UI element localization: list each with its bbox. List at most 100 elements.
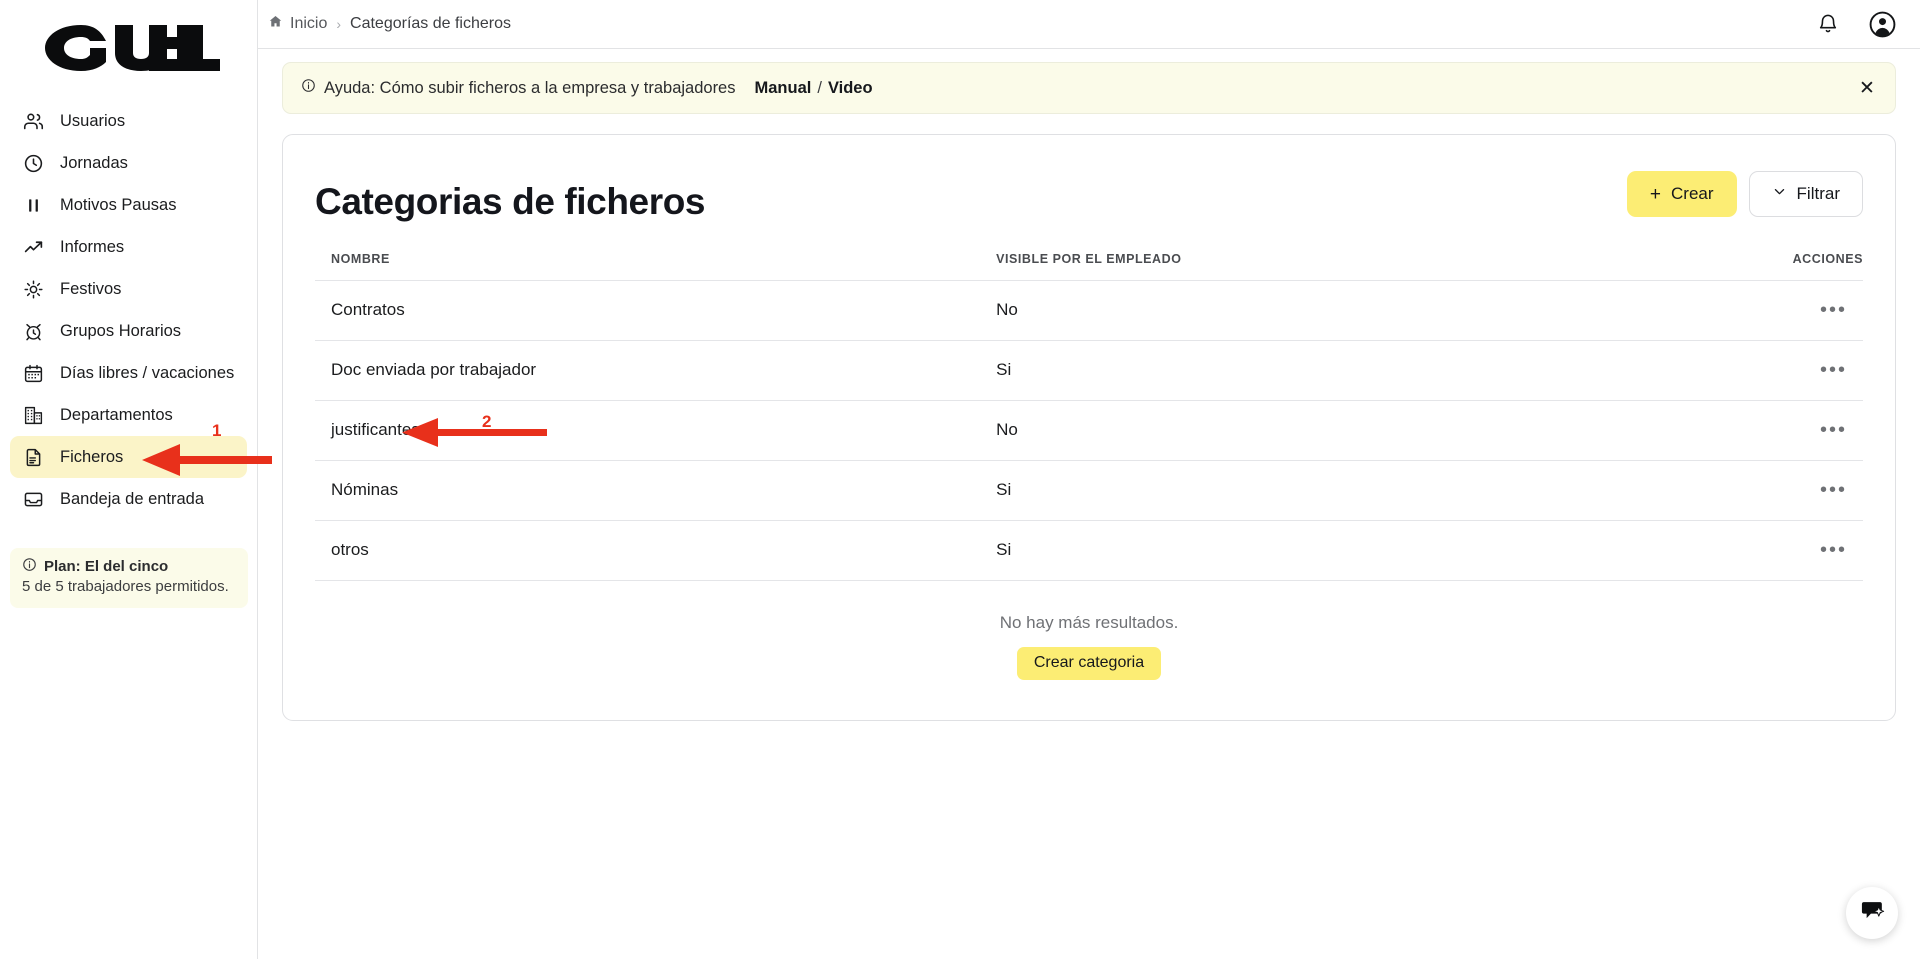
- help-link-manual[interactable]: Manual: [754, 78, 812, 97]
- table-row[interactable]: otros Si •••: [315, 520, 1863, 581]
- row-actions-menu-icon[interactable]: •••: [1819, 298, 1847, 321]
- calendar-icon: [22, 362, 44, 384]
- categories-card: Categorias de ficheros + Crear Filtrar: [282, 134, 1896, 721]
- breadcrumb-current: Categorías de ficheros: [350, 15, 512, 32]
- sidebar-item-label: Días libres / vacaciones: [60, 363, 235, 382]
- sidebar-item-informes[interactable]: Informes: [10, 226, 247, 268]
- info-circle-icon: [22, 557, 37, 576]
- sidebar-item-label: Motivos Pausas: [60, 195, 177, 214]
- table-footer: No hay más resultados. Crear categoria: [315, 581, 1863, 680]
- sidebar-item-jornadas[interactable]: Jornadas: [10, 142, 247, 184]
- brand-logo[interactable]: [0, 0, 257, 96]
- create-button[interactable]: + Crear: [1626, 171, 1737, 217]
- cell-acciones: •••: [1677, 460, 1863, 521]
- annotation-number-2: 2: [482, 412, 492, 431]
- help-banner-links: Manual / Video: [755, 79, 873, 98]
- create-category-button[interactable]: Crear categoria: [1016, 646, 1162, 680]
- sidebar: Usuarios Jornadas Motivos Pausas Informe…: [0, 0, 258, 959]
- sidebar-item-dias-libres-vacaciones[interactable]: Días libres / vacaciones: [10, 352, 247, 394]
- cell-nombre: Doc enviada por trabajador: [315, 340, 997, 401]
- sidebar-item-label: Grupos Horarios: [60, 321, 182, 340]
- help-banner-text-row: Ayuda: Cómo subir ficheros a la empresa …: [301, 78, 873, 98]
- help-link-separator: /: [817, 78, 822, 97]
- table-row[interactable]: Doc enviada por trabajador Si •••: [315, 340, 1863, 401]
- categories-table: NOMBRE VISIBLE POR EL EMPLEADO ACCIONES …: [315, 251, 1863, 581]
- cell-visible: No: [996, 280, 1678, 341]
- users-icon: [22, 110, 44, 132]
- no-more-results-text: No hay más resultados.: [999, 612, 1179, 632]
- cell-visible: No: [996, 400, 1678, 461]
- chevron-right-icon: ›: [336, 16, 342, 32]
- pause-icon: [22, 194, 44, 216]
- sidebar-item-grupos-horarios[interactable]: Grupos Horarios: [10, 310, 247, 352]
- help-banner-label: Ayuda: Cómo subir ficheros a la empresa …: [324, 78, 736, 97]
- table-row-nominas[interactable]: Nóminas Si •••: [315, 460, 1863, 521]
- row-actions-menu-icon[interactable]: •••: [1819, 358, 1847, 381]
- chat-sparkle-icon: [1859, 897, 1886, 929]
- trending-up-icon: [22, 236, 44, 258]
- sidebar-item-departamentos[interactable]: Departamentos: [10, 394, 247, 436]
- topbar: Inicio › Categorías de ficheros: [258, 0, 1920, 49]
- column-header-nombre: NOMBRE: [315, 251, 997, 281]
- table-body: Contratos No ••• Doc enviada por trabaja…: [315, 280, 1863, 581]
- row-actions-menu-icon[interactable]: •••: [1819, 538, 1847, 561]
- annotation-number-1: 1: [212, 421, 222, 440]
- cell-nombre: justificantes: [315, 400, 997, 461]
- sidebar-item-usuarios[interactable]: Usuarios: [10, 100, 247, 142]
- plan-title-row: Plan: El del cinco: [22, 557, 236, 576]
- main-region: Inicio › Categorías de ficheros Ayuda: C: [258, 0, 1920, 959]
- bell-icon[interactable]: [1814, 10, 1842, 38]
- sidebar-item-label: Ficheros: [60, 447, 124, 466]
- close-icon[interactable]: ✕: [1859, 77, 1875, 99]
- cell-nombre: Nóminas: [315, 460, 997, 521]
- sidebar-item-label: Usuarios: [60, 111, 126, 130]
- help-banner: Ayuda: Cómo subir ficheros a la empresa …: [282, 62, 1896, 114]
- row-actions-menu-icon[interactable]: •••: [1819, 478, 1847, 501]
- sidebar-item-bandeja-de-entrada[interactable]: Bandeja de entrada: [10, 478, 247, 520]
- breadcrumb: Inicio › Categorías de ficheros: [268, 14, 511, 34]
- column-header-visible: VISIBLE POR EL EMPLEADO: [996, 251, 1678, 281]
- sun-icon: [22, 278, 44, 300]
- alarm-clock-icon: [22, 320, 44, 342]
- cell-visible: Si: [996, 460, 1678, 521]
- help-link-video[interactable]: Video: [827, 78, 873, 97]
- plan-title-text: Plan: El del cinco: [44, 558, 169, 575]
- user-avatar-icon[interactable]: [1868, 10, 1896, 38]
- table-row[interactable]: Contratos No •••: [315, 280, 1863, 341]
- sidebar-item-label: Departamentos: [60, 405, 173, 424]
- row-actions-menu-icon[interactable]: •••: [1819, 418, 1847, 441]
- sidebar-nav: Usuarios Jornadas Motivos Pausas Informe…: [0, 96, 257, 520]
- cell-visible: Si: [996, 520, 1678, 581]
- breadcrumb-home[interactable]: Inicio: [268, 14, 327, 34]
- plan-subtitle-text: 5 de 5 trabajadores permitidos.: [22, 578, 229, 595]
- chat-widget-button[interactable]: [1846, 887, 1898, 939]
- clock-icon: [22, 152, 44, 174]
- sidebar-item-ficheros[interactable]: Ficheros: [10, 436, 247, 478]
- breadcrumb-home-label: Inicio: [290, 15, 328, 32]
- info-circle-icon: [301, 78, 316, 98]
- plan-info-box: Plan: El del cinco 5 de 5 trabajadores p…: [10, 548, 248, 608]
- cell-acciones: •••: [1677, 400, 1863, 461]
- sidebar-item-motivos-pausas[interactable]: Motivos Pausas: [10, 184, 247, 226]
- table-head: NOMBRE VISIBLE POR EL EMPLEADO ACCIONES: [315, 251, 1863, 281]
- cell-acciones: •••: [1677, 520, 1863, 581]
- document-icon: [22, 446, 44, 468]
- sidebar-item-festivos[interactable]: Festivos: [10, 268, 247, 310]
- sidebar-item-label: Bandeja de entrada: [60, 489, 205, 508]
- cell-acciones: •••: [1677, 280, 1863, 341]
- table-row[interactable]: justificantes No •••: [315, 400, 1863, 461]
- chevron-down-icon: [1772, 184, 1787, 204]
- card-header: Categorias de ficheros + Crear Filtrar: [315, 171, 1863, 222]
- table-header-row: NOMBRE VISIBLE POR EL EMPLEADO ACCIONES: [315, 251, 1863, 281]
- cell-nombre: otros: [315, 520, 997, 581]
- filter-button[interactable]: Filtrar: [1748, 171, 1863, 217]
- cell-acciones: •••: [1677, 340, 1863, 401]
- page-title: Categorias de ficheros: [315, 181, 706, 222]
- sidebar-item-label: Jornadas: [60, 153, 128, 172]
- cell-visible: Si: [996, 340, 1678, 401]
- home-icon: [268, 14, 283, 34]
- create-button-label: Crear: [1671, 184, 1714, 203]
- column-header-acciones: ACCIONES: [1677, 251, 1863, 281]
- building-icon: [22, 404, 44, 426]
